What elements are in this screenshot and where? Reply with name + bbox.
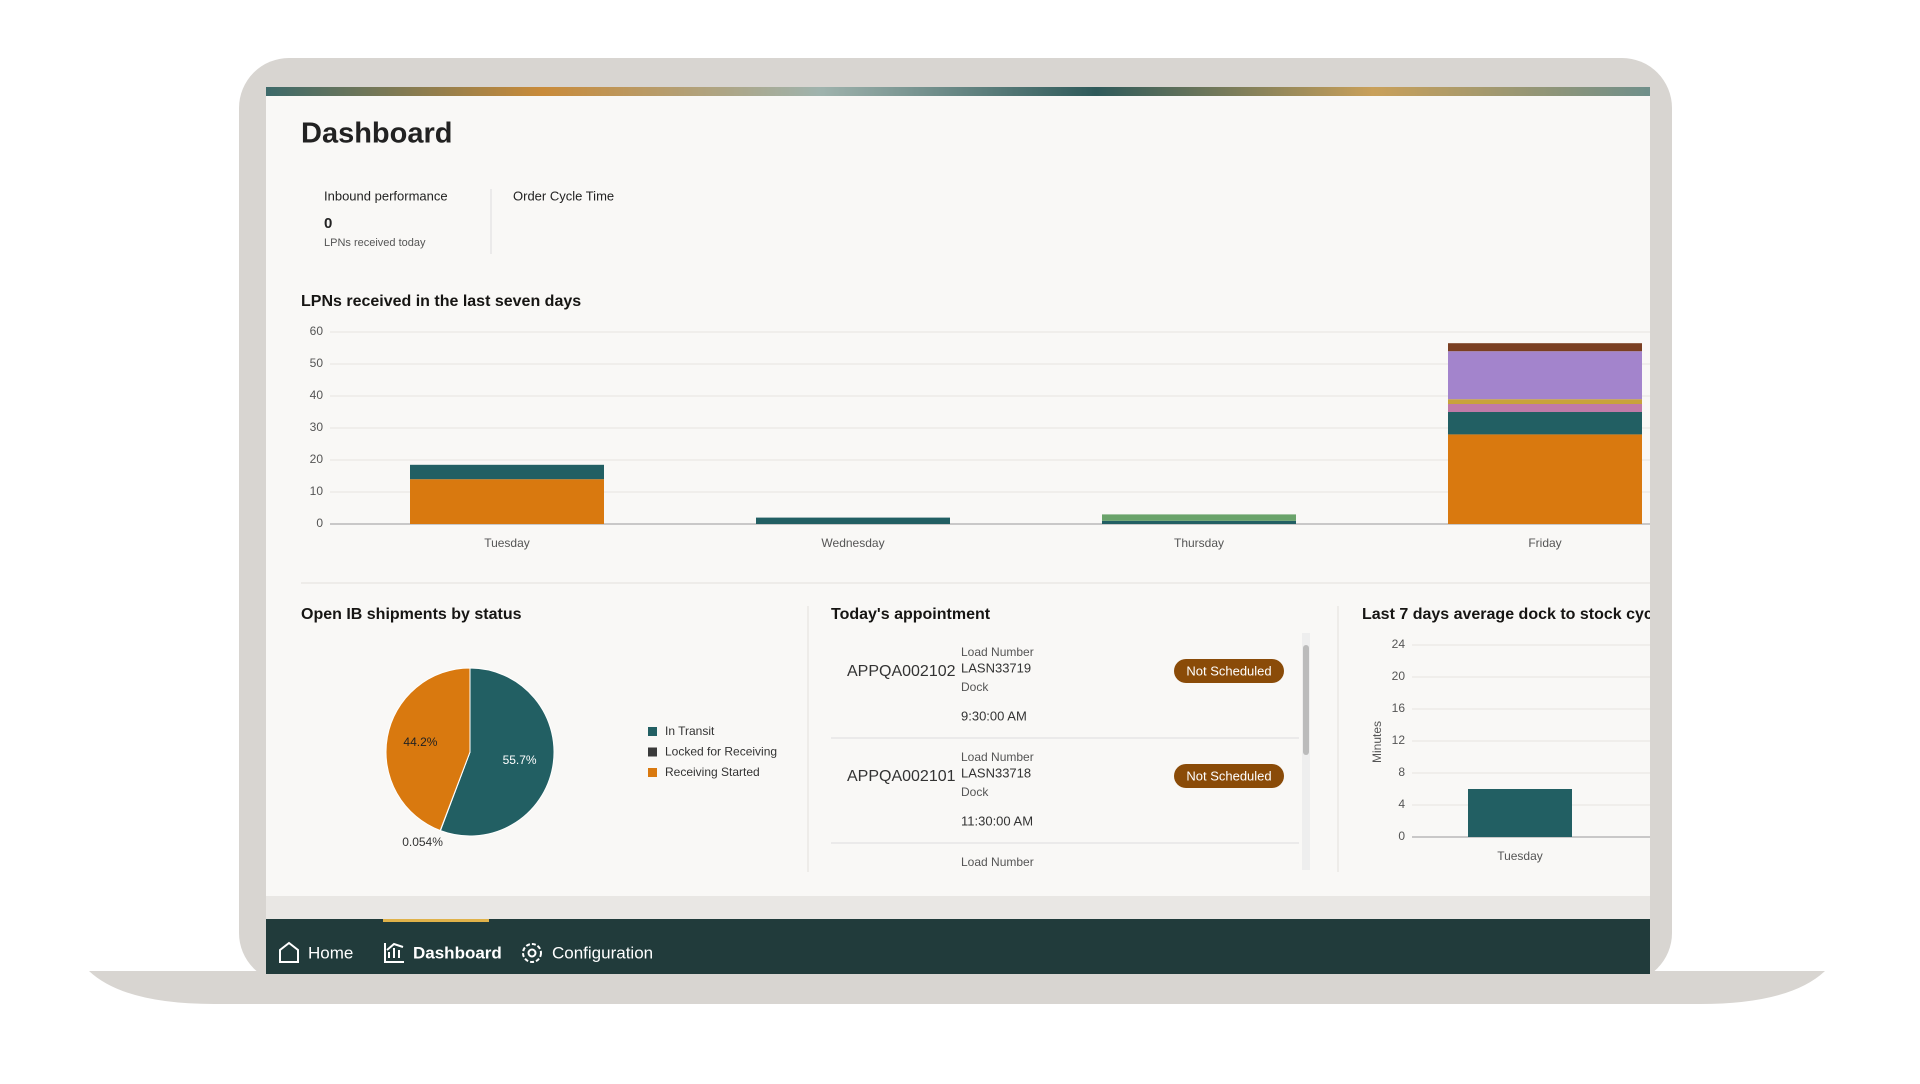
- field-label: Load Number: [961, 855, 1034, 869]
- load-number: LASN33718: [961, 765, 1031, 780]
- y-tick-label: 12: [1392, 733, 1406, 747]
- bar-segment: [1102, 514, 1296, 521]
- x-tick-label: Friday: [1528, 536, 1561, 550]
- status-badge: [1174, 764, 1284, 788]
- y-tick-label: 40: [310, 388, 324, 402]
- bar-segment: [1448, 434, 1642, 524]
- status-text: Not Scheduled: [1186, 663, 1271, 678]
- bar-segment: [1448, 412, 1642, 435]
- x-tick-label: Tuesday: [1497, 849, 1543, 863]
- load-number: LASN33719: [961, 660, 1031, 675]
- y-tick-label: 10: [310, 484, 324, 498]
- section-title: Last 7 days average dock to stock cycle: [1362, 606, 1666, 623]
- pie-slice: [439, 667, 555, 837]
- nav-configuration[interactable]: Configuration: [522, 943, 653, 963]
- chart-clip: Tuesday Wednesday Thursday Friday Tuesday APP…: [330, 331, 1650, 869]
- scroll-thumb[interactable]: [1303, 645, 1309, 755]
- appointment-time: 11:30:00 AM: [961, 813, 1033, 828]
- y-tick-label: 50: [310, 356, 324, 370]
- y-tick-label: 16: [1392, 701, 1406, 715]
- y-axis-label: Minutes: [1370, 721, 1384, 763]
- nav-label: Configuration: [552, 943, 653, 962]
- bar-segment: [410, 479, 604, 524]
- home-icon: [279, 941, 299, 963]
- bar-segment: [1448, 343, 1642, 352]
- chart-icon: [384, 942, 404, 963]
- status-text: Not Scheduled: [1186, 768, 1271, 783]
- appointment-time: 9:30:00 AM: [961, 708, 1027, 723]
- legend-label: Receiving Started: [665, 765, 760, 779]
- y-tick-label: 30: [310, 420, 324, 434]
- legend-swatch: [648, 727, 657, 736]
- y-tick-label: 24: [1392, 637, 1406, 651]
- y-tick-label: 0: [316, 516, 323, 530]
- bar-segment: [1102, 520, 1296, 524]
- data-label: 0.054%: [402, 835, 443, 849]
- legend-swatch: [648, 747, 657, 757]
- nav-active-indicator: [383, 919, 489, 922]
- field-label: Dock: [961, 785, 989, 799]
- kpi-caption: LPNs received today: [324, 237, 426, 249]
- gear-icon: [522, 943, 542, 963]
- y-tick-label: 60: [310, 324, 324, 338]
- field-label: Load Number: [961, 645, 1034, 659]
- status-badge: [1174, 659, 1284, 683]
- nav-label: Dashboard: [413, 943, 502, 962]
- page-title: Dashboard: [301, 118, 452, 150]
- nav-bar: [266, 919, 1650, 974]
- y-tick-label: 4: [1398, 797, 1405, 811]
- nav-label: Home: [308, 943, 353, 962]
- nav-dashboard[interactable]: Dashboard: [384, 942, 502, 963]
- legend-label: In Transit: [665, 724, 715, 738]
- section-title: LPNs received in the last seven days: [301, 293, 581, 310]
- gear-icon: [527, 948, 537, 958]
- kpi-label: Inbound performance: [324, 188, 448, 203]
- bar-segment: [1448, 399, 1642, 404]
- banner: [266, 87, 1650, 96]
- bar: [1468, 789, 1572, 837]
- legend-swatch: [648, 768, 657, 777]
- appointment-id: APPQA002101: [847, 768, 956, 785]
- y-tick-label: 8: [1398, 765, 1405, 779]
- bar-segment: [1448, 351, 1642, 400]
- x-tick-label: Wednesday: [821, 536, 884, 550]
- kpi-label: Order Cycle Time: [513, 188, 614, 203]
- x-tick-label: Thursday: [1174, 536, 1224, 550]
- data-label: 55.7%: [503, 753, 537, 767]
- clip: Last 7 days average dock to stock cycle: [1362, 606, 1666, 623]
- x-tick-label: Tuesday: [484, 536, 530, 550]
- kpi-value: 0: [324, 215, 332, 232]
- field-label: Load Number: [961, 750, 1034, 764]
- y-tick-label: 0: [1398, 829, 1405, 843]
- bar-segment: [756, 517, 950, 524]
- data-label: 44.2%: [403, 735, 437, 749]
- bar-segment: [410, 464, 604, 480]
- y-tick-label: 20: [1392, 669, 1406, 683]
- bar-segment: [1448, 404, 1642, 412]
- legend-label: Locked for Receiving: [665, 745, 777, 759]
- pie-slice: [385, 667, 471, 832]
- y-tick-label: 20: [310, 452, 324, 466]
- field-label: Dock: [961, 680, 989, 694]
- section-title: Today's appointment: [831, 606, 991, 623]
- section-title: Open IB shipments by status: [301, 606, 522, 623]
- appointment-id: APPQA002102: [847, 663, 956, 680]
- nav-home[interactable]: Home: [279, 941, 353, 963]
